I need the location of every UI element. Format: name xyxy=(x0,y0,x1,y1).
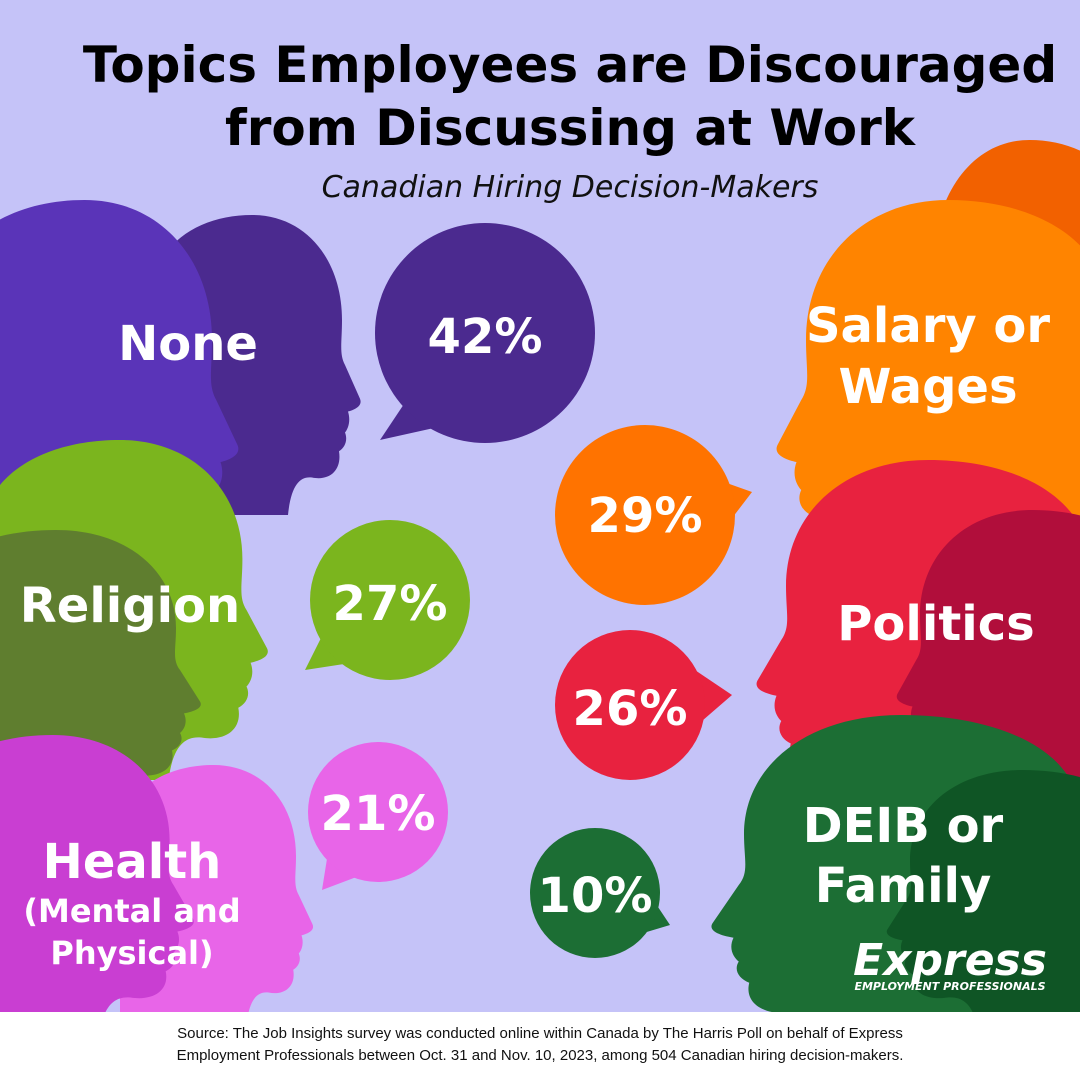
speech-bubble xyxy=(555,425,752,605)
title: Topics Employees are Discouraged xyxy=(83,36,1057,94)
speech-bubble xyxy=(305,520,470,680)
topic-percent: 26% xyxy=(573,681,688,737)
topic-label: Family xyxy=(815,858,992,914)
speech-bubble xyxy=(308,742,448,890)
topic-percent: 10% xyxy=(538,868,653,924)
source-note: Source: The Job Insights survey was cond… xyxy=(177,1025,903,1042)
subtitle: Canadian Hiring Decision-Makers xyxy=(322,170,819,205)
topic-label: None xyxy=(118,316,258,372)
topic-label: Health xyxy=(43,834,222,890)
topic-percent: 21% xyxy=(321,786,436,842)
logo-tagline: EMPLOYMENT PROFESSIONALS xyxy=(854,980,1045,993)
topic-percent: 42% xyxy=(428,309,543,365)
title: from Discussing at Work xyxy=(225,99,917,157)
speech-bubble xyxy=(375,223,595,443)
topic-percent: 27% xyxy=(333,576,448,632)
source-note: Employment Professionals between Oct. 31… xyxy=(177,1047,904,1064)
speech-bubble xyxy=(555,630,732,780)
topic-label: Religion xyxy=(20,578,240,634)
topic-label: Physical) xyxy=(50,934,213,972)
footer-band xyxy=(0,1012,1080,1080)
topic-label: DEIB or xyxy=(803,798,1004,854)
topic-label: Politics xyxy=(837,596,1034,652)
speech-bubble xyxy=(530,828,670,958)
logo-name: Express xyxy=(853,935,1047,986)
topic-label: Salary or xyxy=(806,298,1050,354)
topic-percent: 29% xyxy=(588,488,703,544)
topic-label: Wages xyxy=(838,359,1017,415)
topic-label: (Mental and xyxy=(23,892,240,930)
